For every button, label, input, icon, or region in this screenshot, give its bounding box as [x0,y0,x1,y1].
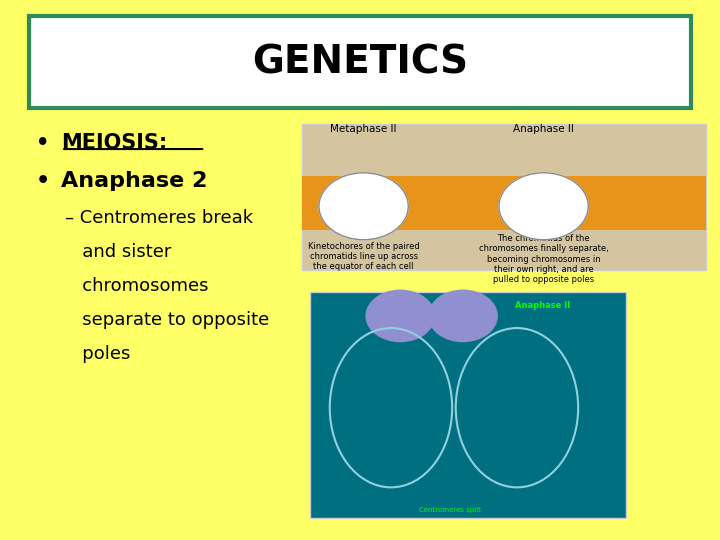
Text: Metaphase II: Metaphase II [330,124,397,133]
FancyBboxPatch shape [302,176,706,230]
Text: Kinetochores of the paired
chromatids line up across
the equator of each cell: Kinetochores of the paired chromatids li… [307,241,420,272]
FancyBboxPatch shape [302,124,706,270]
Text: separate to opposite: separate to opposite [65,310,269,329]
Text: – Centromeres break: – Centromeres break [65,208,253,227]
FancyBboxPatch shape [310,292,626,518]
FancyBboxPatch shape [29,16,691,108]
Text: chromosomes: chromosomes [65,276,208,295]
Ellipse shape [429,291,498,342]
Text: poles: poles [65,345,130,363]
Text: and sister: and sister [65,242,171,261]
Text: Centromeres split: Centromeres split [419,507,481,514]
Text: Anaphase 2: Anaphase 2 [61,171,207,191]
Circle shape [499,173,588,240]
Text: •: • [36,133,50,153]
Ellipse shape [366,291,435,342]
Text: •: • [36,171,50,191]
Text: Anaphase II: Anaphase II [515,301,570,309]
Text: GENETICS: GENETICS [252,43,468,81]
Circle shape [319,173,408,240]
Text: Anaphase II: Anaphase II [513,124,574,133]
Text: The chromatids of the
chromosomes finally separate,
becoming chromosomes in
thei: The chromatids of the chromosomes finall… [479,234,608,285]
Text: MEIOSIS:: MEIOSIS: [61,133,168,153]
